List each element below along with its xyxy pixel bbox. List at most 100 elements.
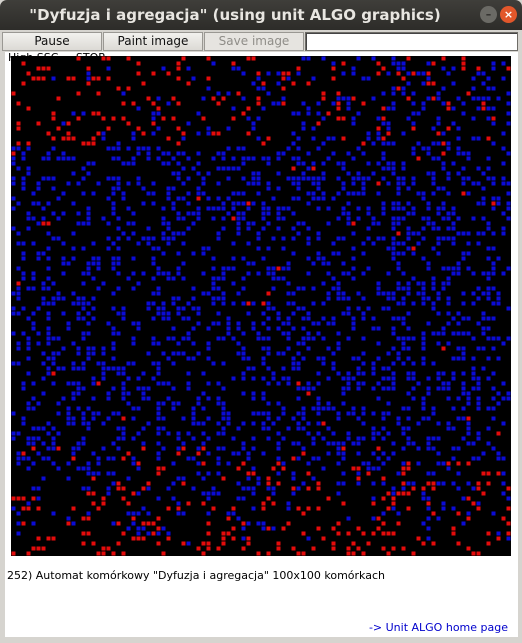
paint-image-button[interactable]: Paint image [103, 32, 203, 51]
aggregate-cell [226, 326, 231, 331]
particle-cell [66, 121, 71, 126]
aggregate-cell [476, 201, 481, 206]
aggregate-cell [356, 481, 361, 486]
aggregate-cell [126, 221, 131, 226]
aggregate-cell [451, 271, 456, 276]
aggregate-cell [451, 236, 456, 241]
aggregate-cell [266, 91, 271, 96]
particle-cell [396, 521, 401, 526]
aggregate-cell [161, 206, 166, 211]
particle-cell [41, 66, 46, 71]
aggregate-cell [381, 376, 386, 381]
particle-cell [301, 511, 306, 516]
aggregate-cell [416, 381, 421, 386]
aggregate-cell [361, 361, 366, 366]
aggregate-cell [311, 436, 316, 441]
aggregate-cell [151, 316, 156, 321]
particle-cell [336, 91, 341, 96]
aggregate-cell [271, 276, 276, 281]
aggregate-cell [41, 476, 46, 481]
particle-cell [321, 96, 326, 101]
aggregate-cell [506, 151, 511, 156]
aggregate-cell [141, 426, 146, 431]
particle-cell [121, 551, 126, 556]
aggregate-cell [136, 466, 141, 471]
particle-cell [16, 141, 21, 146]
aggregate-cell [291, 476, 296, 481]
aggregate-cell [436, 386, 441, 391]
aggregate-cell [106, 66, 111, 71]
aggregate-cell [31, 276, 36, 281]
aggregate-cell [421, 496, 426, 501]
aggregate-cell [111, 456, 116, 461]
aggregate-cell [356, 206, 361, 211]
aggregate-cell [446, 301, 451, 306]
aggregate-cell [211, 266, 216, 271]
aggregate-cell [66, 261, 71, 266]
aggregate-cell [356, 416, 361, 421]
aggregate-cell [351, 256, 356, 261]
aggregate-cell [301, 446, 306, 451]
close-icon[interactable]: × [500, 6, 517, 23]
aggregate-cell [421, 491, 426, 496]
minimize-icon[interactable]: – [480, 6, 497, 23]
aggregate-cell [26, 436, 31, 441]
aggregate-cell [506, 396, 511, 401]
aggregate-cell [271, 306, 276, 311]
aggregate-cell [306, 56, 311, 61]
aggregate-cell [456, 311, 461, 316]
aggregate-cell [111, 471, 116, 476]
aggregate-cell [191, 356, 196, 361]
aggregate-cell [421, 216, 426, 221]
aggregate-cell [221, 166, 226, 171]
aggregate-cell [341, 456, 346, 461]
aggregate-cell [256, 246, 261, 251]
particle-cell [316, 486, 321, 491]
aggregate-cell [46, 276, 51, 281]
command-field[interactable] [305, 32, 518, 51]
aggregate-cell [326, 406, 331, 411]
aggregate-cell [176, 306, 181, 311]
aggregate-cell [486, 291, 491, 296]
aggregate-cell [131, 361, 136, 366]
aggregate-cell [381, 236, 386, 241]
aggregate-cell [456, 216, 461, 221]
aggregate-cell [46, 176, 51, 181]
pause-button[interactable]: Pause [2, 32, 102, 51]
aggregate-cell [16, 311, 21, 316]
aggregate-cell [106, 416, 111, 421]
aggregate-cell [86, 301, 91, 306]
particle-cell [16, 126, 21, 131]
aggregate-cell [81, 301, 86, 306]
aggregate-cell [46, 421, 51, 426]
aggregate-cell [266, 346, 271, 351]
aggregate-cell [346, 221, 351, 226]
aggregate-cell [316, 456, 321, 461]
aggregate-cell [136, 386, 141, 391]
aggregate-cell [326, 441, 331, 446]
aggregate-cell [391, 346, 396, 351]
home-link[interactable]: -> Unit ALGO home page [368, 621, 508, 634]
aggregate-cell [371, 451, 376, 456]
aggregate-cell [401, 86, 406, 91]
aggregate-cell [21, 186, 26, 191]
particle-cell [316, 481, 321, 486]
particle-cell [221, 96, 226, 101]
aggregate-cell [216, 296, 221, 301]
aggregate-cell [176, 176, 181, 181]
aggregate-cell [411, 101, 416, 106]
aggregate-cell [136, 511, 141, 516]
aggregate-cell [381, 291, 386, 296]
aggregate-cell [126, 161, 131, 166]
particle-cell [41, 76, 46, 81]
particle-cell [281, 526, 286, 531]
aggregate-cell [291, 326, 296, 331]
aggregate-cell [431, 181, 436, 186]
aggregate-cell [451, 206, 456, 211]
aggregate-cell [491, 66, 496, 71]
aggregate-cell [401, 321, 406, 326]
aggregate-cell [226, 126, 231, 131]
particle-cell [171, 116, 176, 121]
aggregate-cell [61, 121, 66, 126]
particle-cell [176, 66, 181, 71]
